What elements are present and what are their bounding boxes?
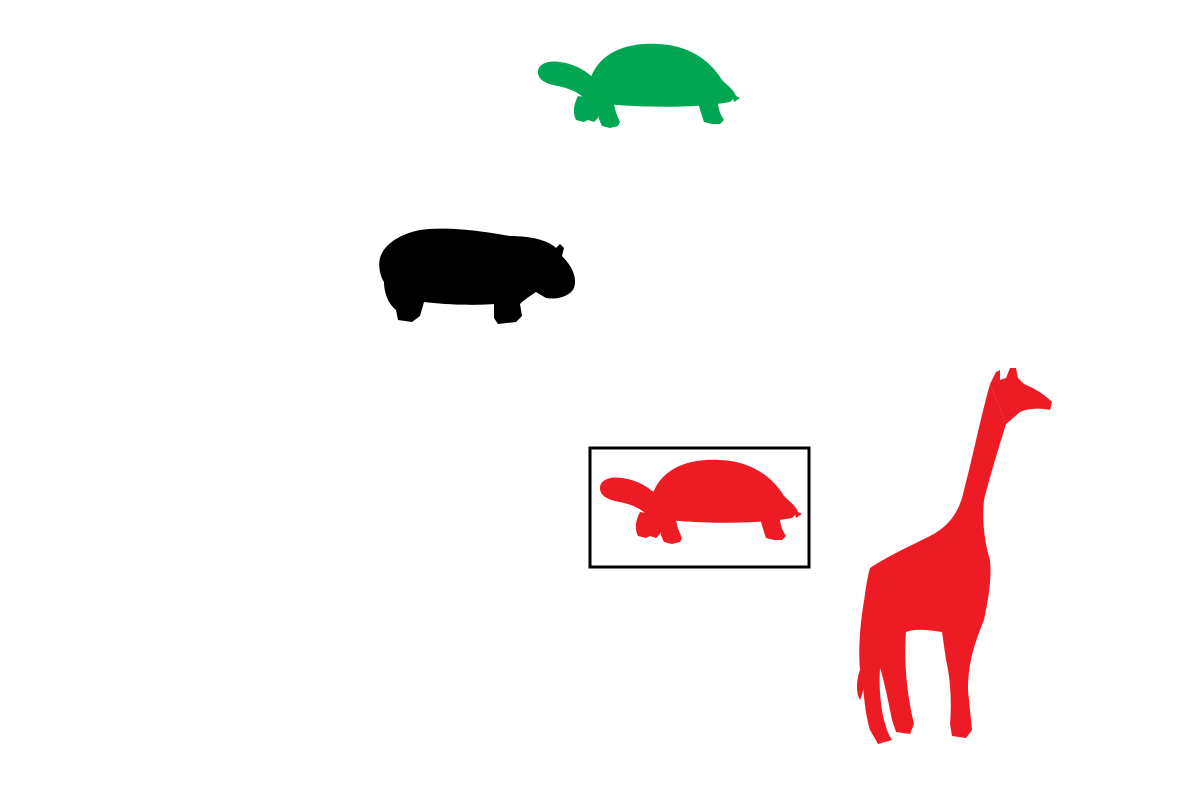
black-hippo <box>379 228 576 324</box>
green-turtle <box>538 43 740 128</box>
red-giraffe <box>857 368 1052 744</box>
highlight-box <box>588 446 811 569</box>
red-turtle <box>600 459 802 544</box>
